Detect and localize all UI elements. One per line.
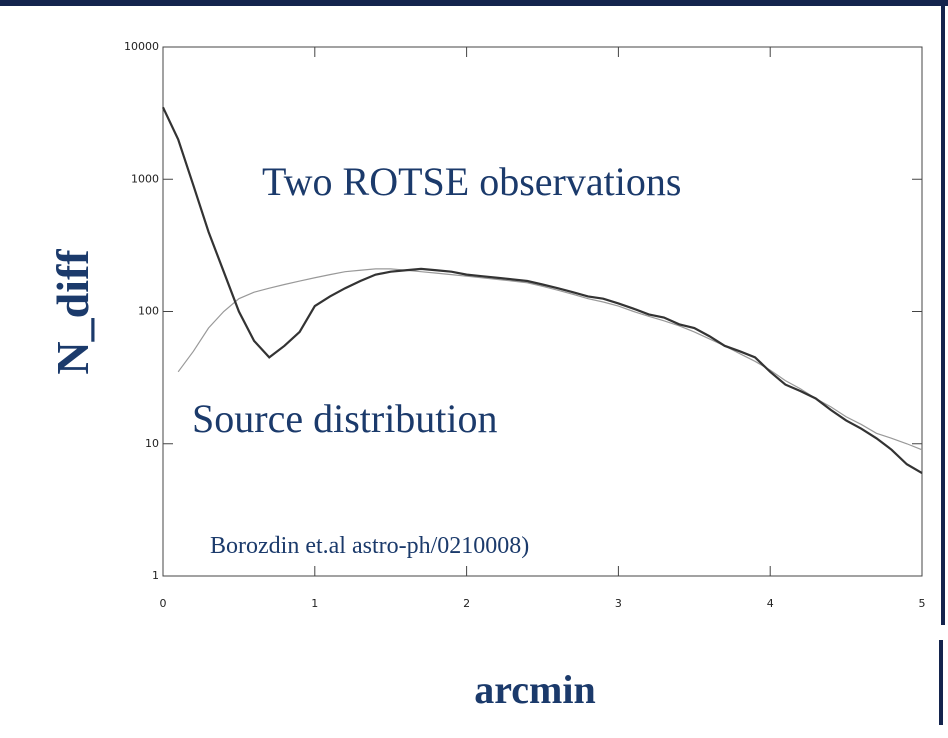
right-border [941, 0, 945, 625]
annotation: Two ROTSE observations [262, 159, 681, 204]
x-tick-label: 4 [767, 597, 774, 610]
top-border [0, 0, 948, 6]
x-tick-label: 0 [160, 597, 167, 610]
y-axis-label: N_diff [47, 249, 98, 375]
plot: 1 10 100 1000 10000 0 1 2 3 4 5 [124, 40, 926, 610]
annotation: Source distribution [192, 396, 498, 441]
annotation: Borozdin et.al astro-ph/0210008) [210, 533, 529, 559]
x-tick-label: 3 [615, 597, 622, 610]
y-tick-label: 100 [138, 305, 159, 318]
y-tick-label: 1 [152, 569, 159, 582]
y-tick-label: 10 [145, 437, 159, 450]
data-line [162, 106, 923, 475]
data-line [177, 268, 923, 451]
y-tick-label: 10000 [124, 40, 159, 53]
x-tick-label: 1 [311, 597, 318, 610]
y-tick-label: 1000 [131, 172, 159, 185]
x-axis-label: arcmin [474, 667, 595, 712]
x-tick-label: 5 [919, 597, 926, 610]
right-border-lower [939, 640, 943, 725]
x-tick-label: 2 [463, 597, 470, 610]
plot-frame [162, 46, 923, 577]
